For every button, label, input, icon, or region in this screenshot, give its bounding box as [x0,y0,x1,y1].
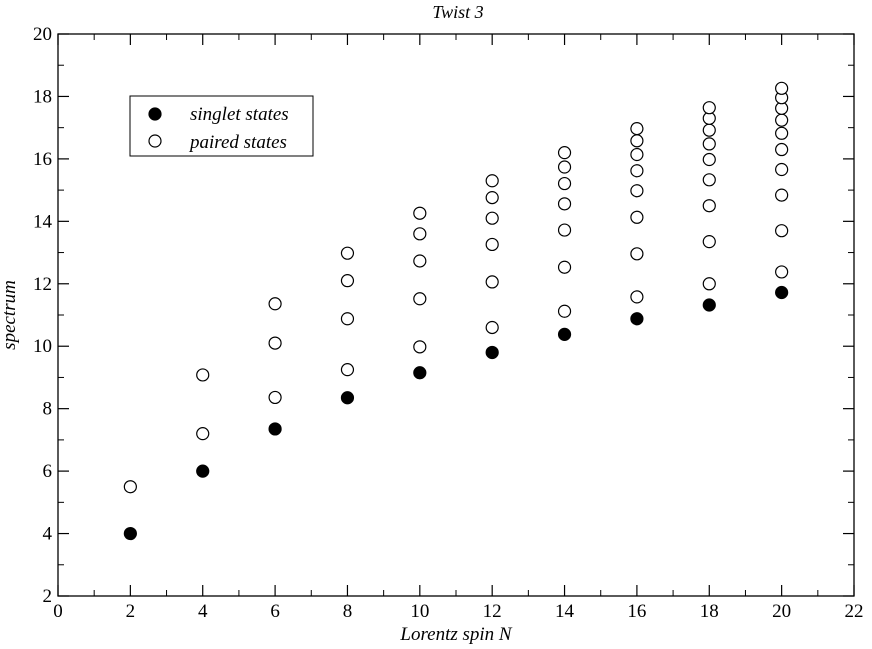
paired-state-point [557,260,572,274]
legend-label-paired: paired states [188,132,287,153]
paired-state-point [775,142,789,157]
y-tick-label: 2 [43,586,53,607]
y-tick-label: 10 [33,336,52,357]
paired-state-point [775,81,789,95]
x-tick-label: 16 [627,601,646,622]
singlet-state-point [702,298,716,312]
paired-state-point [340,312,355,326]
paired-state-point [630,290,644,304]
y-tick-label: 16 [33,149,52,170]
paired-state-point [413,292,427,306]
y-axis-label: spectrum [0,280,20,350]
legend-box [129,95,314,157]
legend-label-singlet: singlet states [190,104,289,125]
paired-state-point [702,173,716,187]
paired-state-point [557,176,572,191]
y-tick-label: 8 [43,399,53,420]
paired-state-point [557,304,572,318]
y-tick-label: 4 [43,524,53,545]
x-tick-label: 22 [845,601,864,622]
paired-state-point [557,223,572,237]
paired-state-point [413,227,427,241]
x-tick-label: 20 [772,601,791,622]
paired-state-point [485,275,499,289]
paired-state-point [485,211,499,225]
singlet-state-point [268,422,282,436]
singlet-state-point [413,366,427,380]
paired-state-point [630,147,644,162]
paired-state-point [340,363,355,377]
paired-state-point [485,174,499,188]
paired-state-point [630,164,644,178]
paired-state-point [775,188,789,202]
y-tick-label: 20 [33,24,52,45]
paired-state-point [775,126,789,140]
paired-state-point [702,101,716,115]
x-tick-label: 2 [126,601,136,622]
paired-state-point [413,206,427,220]
paired-state-point [268,297,282,311]
paired-state-point [630,184,644,198]
paired-state-point [557,146,572,160]
singlet-state-point [775,285,789,300]
singlet-state-point [630,312,644,326]
paired-state-point [196,427,210,441]
paired-state-point [775,113,789,127]
paired-state-point [702,235,716,249]
paired-state-point [196,368,210,382]
y-tick-label: 12 [33,274,52,295]
legend-marker-singlet [148,107,162,121]
paired-state-point [557,197,572,211]
paired-state-point [340,246,355,260]
paired-state-point [630,210,644,224]
singlet-state-point [340,391,355,405]
paired-state-point [557,160,572,174]
axis-ticks [57,33,855,597]
data-points [123,81,789,541]
paired-state-point [630,247,644,261]
paired-state-point [485,320,499,335]
x-tick-label: 0 [53,601,63,622]
legend: singlet states paired states [129,95,314,157]
x-tick-label: 4 [198,601,208,622]
x-tick-label: 10 [410,601,429,622]
y-tick-label: 14 [33,211,53,232]
paired-state-point [702,137,716,151]
paired-state-point [775,162,789,177]
singlet-state-point [557,327,572,341]
paired-state-point [268,390,282,405]
x-tick-label: 6 [270,601,280,622]
x-tick-label: 8 [343,601,353,622]
y-tick-label: 18 [33,86,52,107]
y-tick-label: 6 [43,461,53,482]
x-tick-label: 14 [555,601,575,622]
paired-state-point [775,224,789,238]
paired-state-point [630,122,644,136]
singlet-state-point [123,526,137,541]
legend-marker-paired [148,134,162,148]
x-tick-label: 18 [700,601,719,622]
x-axis-label: Lorentz spin N [399,624,513,645]
paired-state-point [123,480,137,494]
singlet-state-point [196,464,210,478]
paired-state-point [702,199,716,213]
paired-state-point [630,134,644,148]
paired-state-point [702,123,716,137]
singlet-state-point [485,345,499,360]
paired-state-point [413,254,427,268]
paired-state-point [702,152,716,167]
chart-title: Twist 3 [432,2,483,22]
paired-state-point [340,274,355,288]
paired-state-point [702,277,716,291]
paired-state-point [775,265,789,279]
paired-state-point [268,336,282,350]
paired-state-point [413,340,427,354]
paired-state-point [485,191,499,205]
paired-state-point [485,237,499,252]
x-tick-label: 12 [483,601,502,622]
